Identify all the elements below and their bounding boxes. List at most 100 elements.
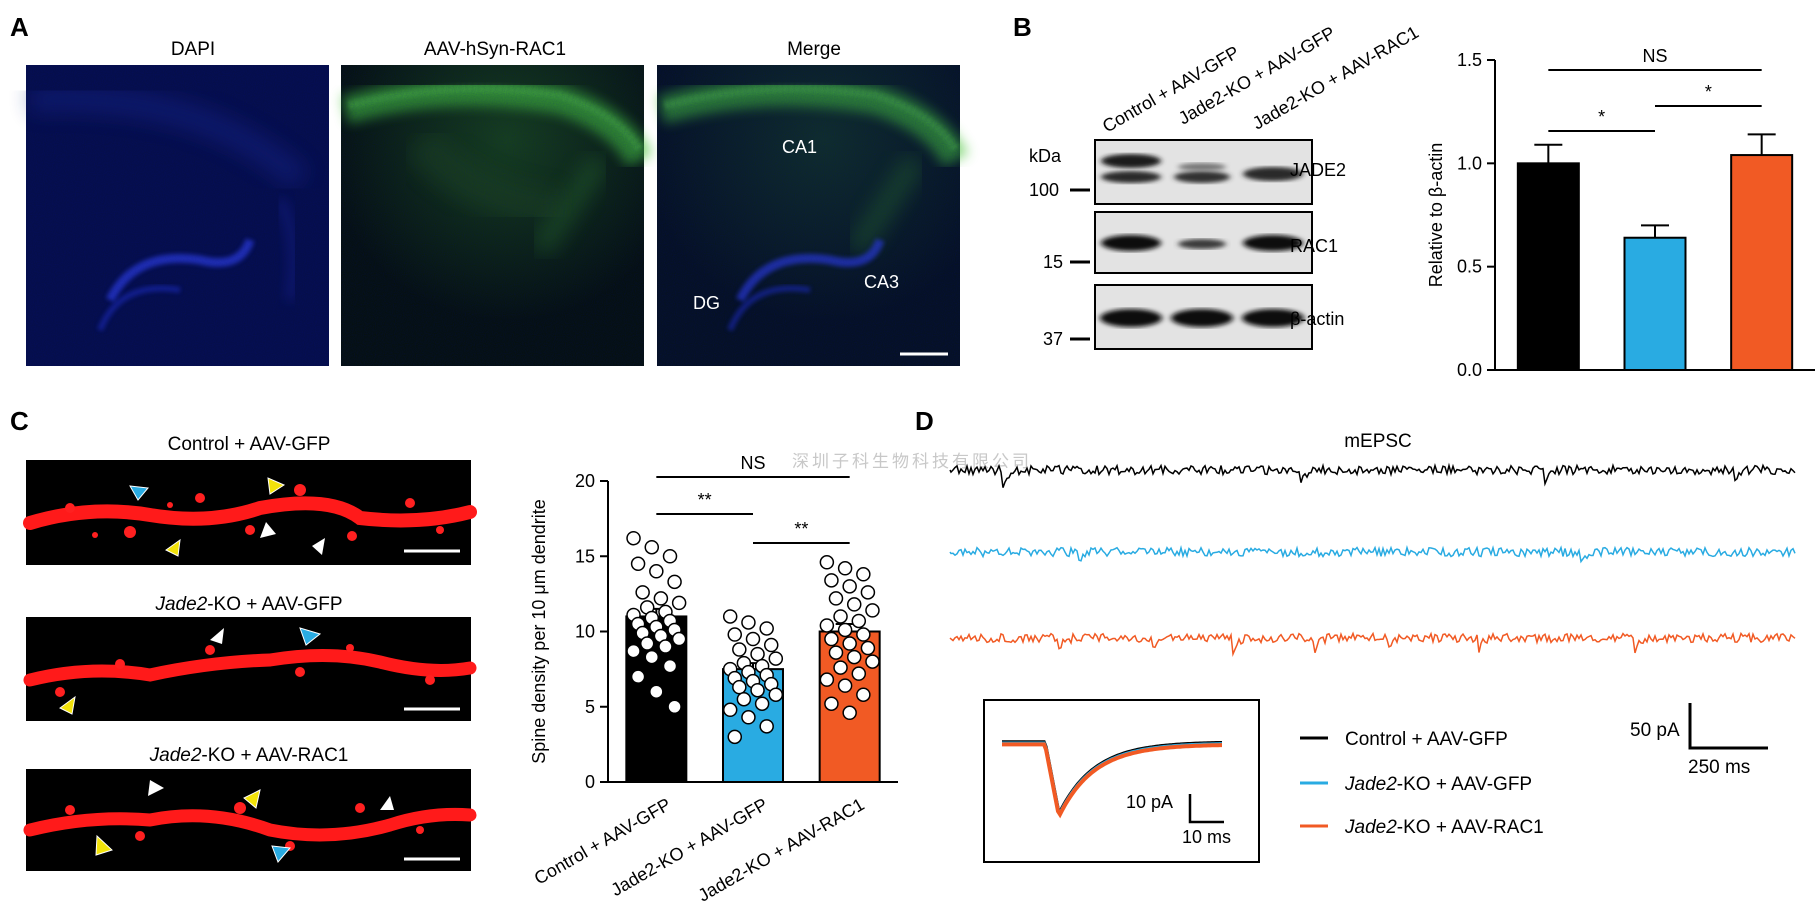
data-point — [635, 585, 650, 600]
data-point — [856, 567, 871, 582]
data-point — [860, 585, 876, 600]
inset-scale-x-label: 10 ms — [1182, 827, 1231, 847]
dendrite-image-1 — [23, 460, 477, 565]
y-tick-label: 1.5 — [1457, 50, 1482, 70]
data-point — [819, 555, 835, 570]
data-point — [671, 631, 687, 647]
data-point — [828, 645, 844, 660]
data-point — [824, 631, 839, 647]
dapi-title: DAPI — [171, 39, 215, 60]
legend-label-1: Control + AAV-GFP — [1345, 729, 1508, 750]
scale-x-label: 250 ms — [1688, 757, 1750, 778]
data-point — [828, 591, 844, 606]
panel-d: D mEPSC 50 pA 250 ms 10 pA 10 ms Control… — [915, 406, 1796, 863]
marker-beta-actin: 37 — [1043, 329, 1063, 349]
data-point — [759, 621, 774, 636]
data-point — [671, 595, 687, 611]
significance-label: * — [1598, 107, 1605, 127]
data-point — [722, 609, 738, 624]
data-point — [649, 684, 664, 699]
panel-b: B Control + AAV-GFP Jade2-KO + AAV-GFP J… — [1013, 12, 1815, 380]
mepsc-trace — [949, 462, 1796, 488]
y-tick-label: 0.5 — [1457, 257, 1482, 277]
panel-a: A DAPI AAV-hSyn-RAC1 — [10, 12, 969, 366]
blot-jade2 — [1094, 139, 1313, 205]
bar — [1730, 154, 1794, 371]
data-point — [865, 654, 880, 669]
panel-d-letter: D — [915, 406, 934, 436]
data-point — [856, 627, 871, 642]
data-point — [745, 631, 761, 647]
data-point — [824, 696, 839, 711]
data-point — [851, 613, 867, 629]
main-scale-bar — [1688, 703, 1768, 750]
data-point — [662, 549, 678, 564]
data-point — [819, 672, 835, 687]
data-point — [865, 603, 880, 618]
dendrite-title-3: Jade2-KO + AAV-RAC1 — [149, 745, 349, 766]
y-tick-label: 20 — [575, 471, 595, 491]
legend-label-2: Jade2-KO + AAV-GFP — [1344, 774, 1532, 795]
data-point — [626, 643, 641, 659]
data-point — [851, 666, 867, 681]
rac1-title: AAV-hSyn-RAC1 — [424, 39, 566, 60]
panel-c-letter: C — [10, 406, 29, 436]
y-tick-label: 15 — [575, 546, 595, 566]
watermark: 深圳子科生物科技有限公司 — [792, 452, 1032, 471]
data-point — [741, 615, 756, 630]
data-point — [833, 609, 848, 624]
data-point — [732, 679, 747, 695]
dapi-micrograph — [26, 65, 329, 366]
data-point — [722, 702, 738, 718]
region-label-dg: DG — [693, 293, 720, 313]
bar — [1516, 162, 1580, 371]
data-point — [763, 637, 779, 653]
data-point — [846, 597, 862, 612]
data-point — [658, 639, 673, 654]
panel-c: C Control + AAV-GFP Jade2-KO + AAV-GFP — [10, 406, 898, 906]
significance-label: NS — [1642, 46, 1667, 66]
data-point — [819, 618, 835, 633]
dendrite-image-3 — [23, 769, 477, 871]
data-point — [768, 651, 784, 666]
y-tick-label: 0.0 — [1457, 360, 1482, 380]
data-point — [837, 561, 853, 576]
y-tick-label: 0 — [585, 772, 595, 792]
data-point — [856, 687, 871, 702]
x-tick-label: Jade2-KO + AAV-RAC1 — [695, 794, 868, 905]
y-tick-label: 5 — [585, 697, 595, 717]
data-point — [667, 574, 682, 590]
data-point — [662, 658, 678, 674]
legend: Control + AAV-GFP Jade2-KO + AAV-GFP Jad… — [1300, 729, 1544, 838]
data-point — [842, 636, 857, 651]
data-point — [768, 687, 784, 702]
data-point — [630, 669, 646, 684]
inset-box — [983, 699, 1260, 863]
kda-label: kDa — [1029, 146, 1062, 166]
data-point — [639, 636, 655, 651]
data-point — [653, 591, 669, 606]
panel-b-letter: B — [1013, 12, 1032, 42]
rac1-micrograph — [341, 65, 653, 366]
data-point — [842, 705, 857, 721]
region-label-ca1: CA1 — [782, 137, 817, 157]
protein-jade2: JADE2 — [1290, 160, 1346, 180]
significance-label: * — [1705, 82, 1712, 102]
blot-rac1 — [1094, 211, 1313, 274]
mepsc-trace — [949, 631, 1796, 657]
significance-label: NS — [740, 453, 765, 473]
data-point — [644, 539, 660, 555]
panel-a-letter: A — [10, 12, 29, 42]
region-label-ca3: CA3 — [864, 272, 899, 292]
data-point — [833, 660, 848, 675]
bar — [1623, 236, 1687, 371]
data-point — [754, 696, 770, 711]
chart-b: 0.0 0.5 1.0 1.5 Relative to β-actin NS * * — [1426, 46, 1815, 380]
mepsc-trace — [949, 544, 1796, 564]
protein-beta-actin: β-actin — [1290, 309, 1344, 329]
dendrite-image-2 — [23, 617, 477, 721]
legend-label-3: Jade2-KO + AAV-RAC1 — [1344, 817, 1544, 838]
data-point — [727, 729, 743, 745]
inset-scale-y-label: 10 pA — [1126, 792, 1173, 812]
data-point — [649, 564, 664, 579]
